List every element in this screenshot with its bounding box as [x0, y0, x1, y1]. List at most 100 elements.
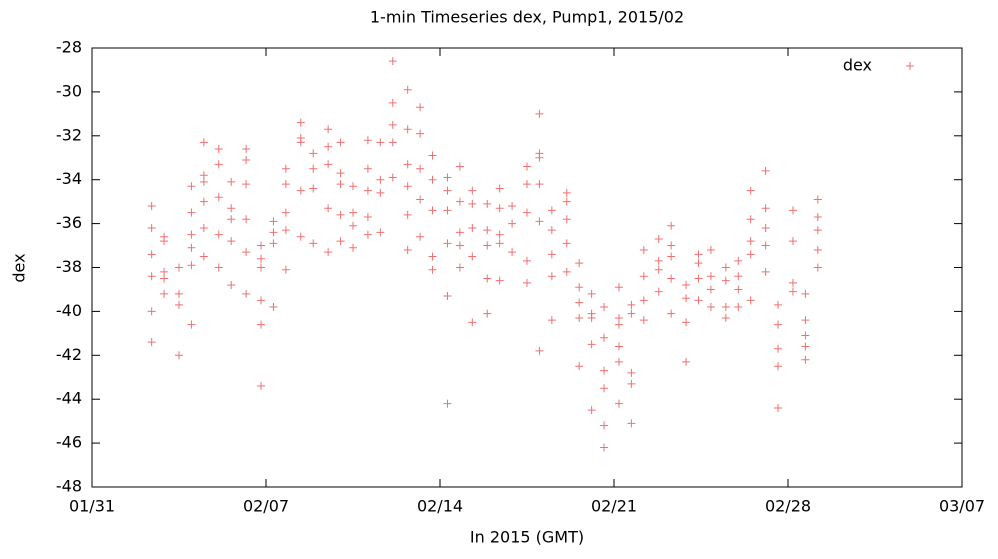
point — [600, 333, 609, 342]
point — [614, 283, 623, 292]
point — [324, 248, 333, 257]
point — [761, 241, 770, 250]
point — [535, 217, 544, 226]
point — [495, 276, 504, 285]
point — [483, 274, 492, 283]
point — [147, 223, 156, 232]
point — [403, 210, 412, 219]
y-tick-label: -46 — [56, 433, 82, 452]
point — [214, 230, 223, 239]
point — [199, 252, 208, 261]
point — [363, 136, 372, 145]
point — [575, 283, 584, 292]
point — [746, 215, 755, 224]
point — [639, 296, 648, 305]
point — [813, 263, 822, 272]
point — [495, 230, 504, 239]
point — [508, 219, 517, 228]
point — [587, 340, 596, 349]
point — [547, 226, 556, 235]
point — [734, 285, 743, 294]
point — [376, 138, 385, 147]
point — [483, 241, 492, 250]
point — [175, 351, 183, 360]
point — [336, 138, 345, 147]
point — [667, 221, 676, 230]
point — [813, 195, 822, 204]
point — [296, 186, 305, 195]
point — [547, 272, 556, 281]
point — [562, 215, 571, 224]
point — [495, 239, 504, 248]
point — [813, 213, 822, 222]
y-tick-label: -36 — [56, 213, 82, 232]
point — [336, 169, 345, 178]
point — [706, 303, 715, 312]
y-tick-label: -30 — [56, 81, 82, 100]
point — [468, 199, 477, 208]
point — [175, 289, 183, 298]
point — [187, 261, 196, 270]
point — [468, 318, 477, 327]
point — [349, 221, 357, 230]
y-tick-label: -38 — [56, 257, 82, 276]
point — [523, 256, 531, 265]
point — [242, 144, 251, 153]
point — [376, 188, 385, 197]
point — [788, 206, 797, 215]
point — [455, 263, 464, 272]
point — [706, 245, 715, 254]
point — [682, 281, 691, 290]
point — [443, 399, 452, 408]
point — [309, 184, 318, 193]
point — [682, 357, 691, 366]
point — [562, 188, 571, 197]
point — [801, 355, 810, 364]
point — [535, 153, 544, 162]
point — [416, 129, 425, 138]
point — [788, 287, 797, 296]
point — [523, 208, 531, 217]
point — [349, 208, 357, 217]
point — [562, 197, 571, 206]
point — [214, 263, 223, 272]
point — [746, 250, 755, 259]
point — [761, 166, 770, 175]
point — [734, 272, 743, 281]
point — [694, 259, 703, 268]
point — [257, 382, 266, 391]
point — [199, 197, 208, 206]
chart-title: 1-min Timeseries dex, Pump1, 2015/02 — [370, 8, 684, 27]
point — [257, 320, 266, 329]
point — [627, 419, 636, 428]
point — [587, 313, 596, 322]
point — [600, 303, 609, 312]
point — [428, 265, 437, 274]
x-tick-label: 02/28 — [765, 497, 811, 516]
point — [214, 160, 223, 169]
point — [324, 125, 333, 134]
point — [746, 296, 755, 305]
point — [443, 206, 452, 215]
point — [600, 443, 609, 452]
point — [761, 267, 770, 276]
point — [147, 338, 156, 347]
point — [627, 300, 636, 309]
point — [309, 149, 318, 158]
point — [455, 197, 464, 206]
point — [388, 173, 397, 182]
point — [682, 294, 691, 303]
point — [468, 252, 477, 261]
point — [443, 292, 452, 301]
point — [257, 263, 266, 272]
point — [376, 228, 385, 237]
point — [336, 237, 345, 246]
point — [227, 215, 236, 224]
point — [242, 215, 251, 224]
point — [160, 267, 169, 276]
point — [813, 226, 822, 235]
point — [813, 245, 822, 254]
point — [614, 320, 623, 329]
point — [187, 208, 196, 217]
